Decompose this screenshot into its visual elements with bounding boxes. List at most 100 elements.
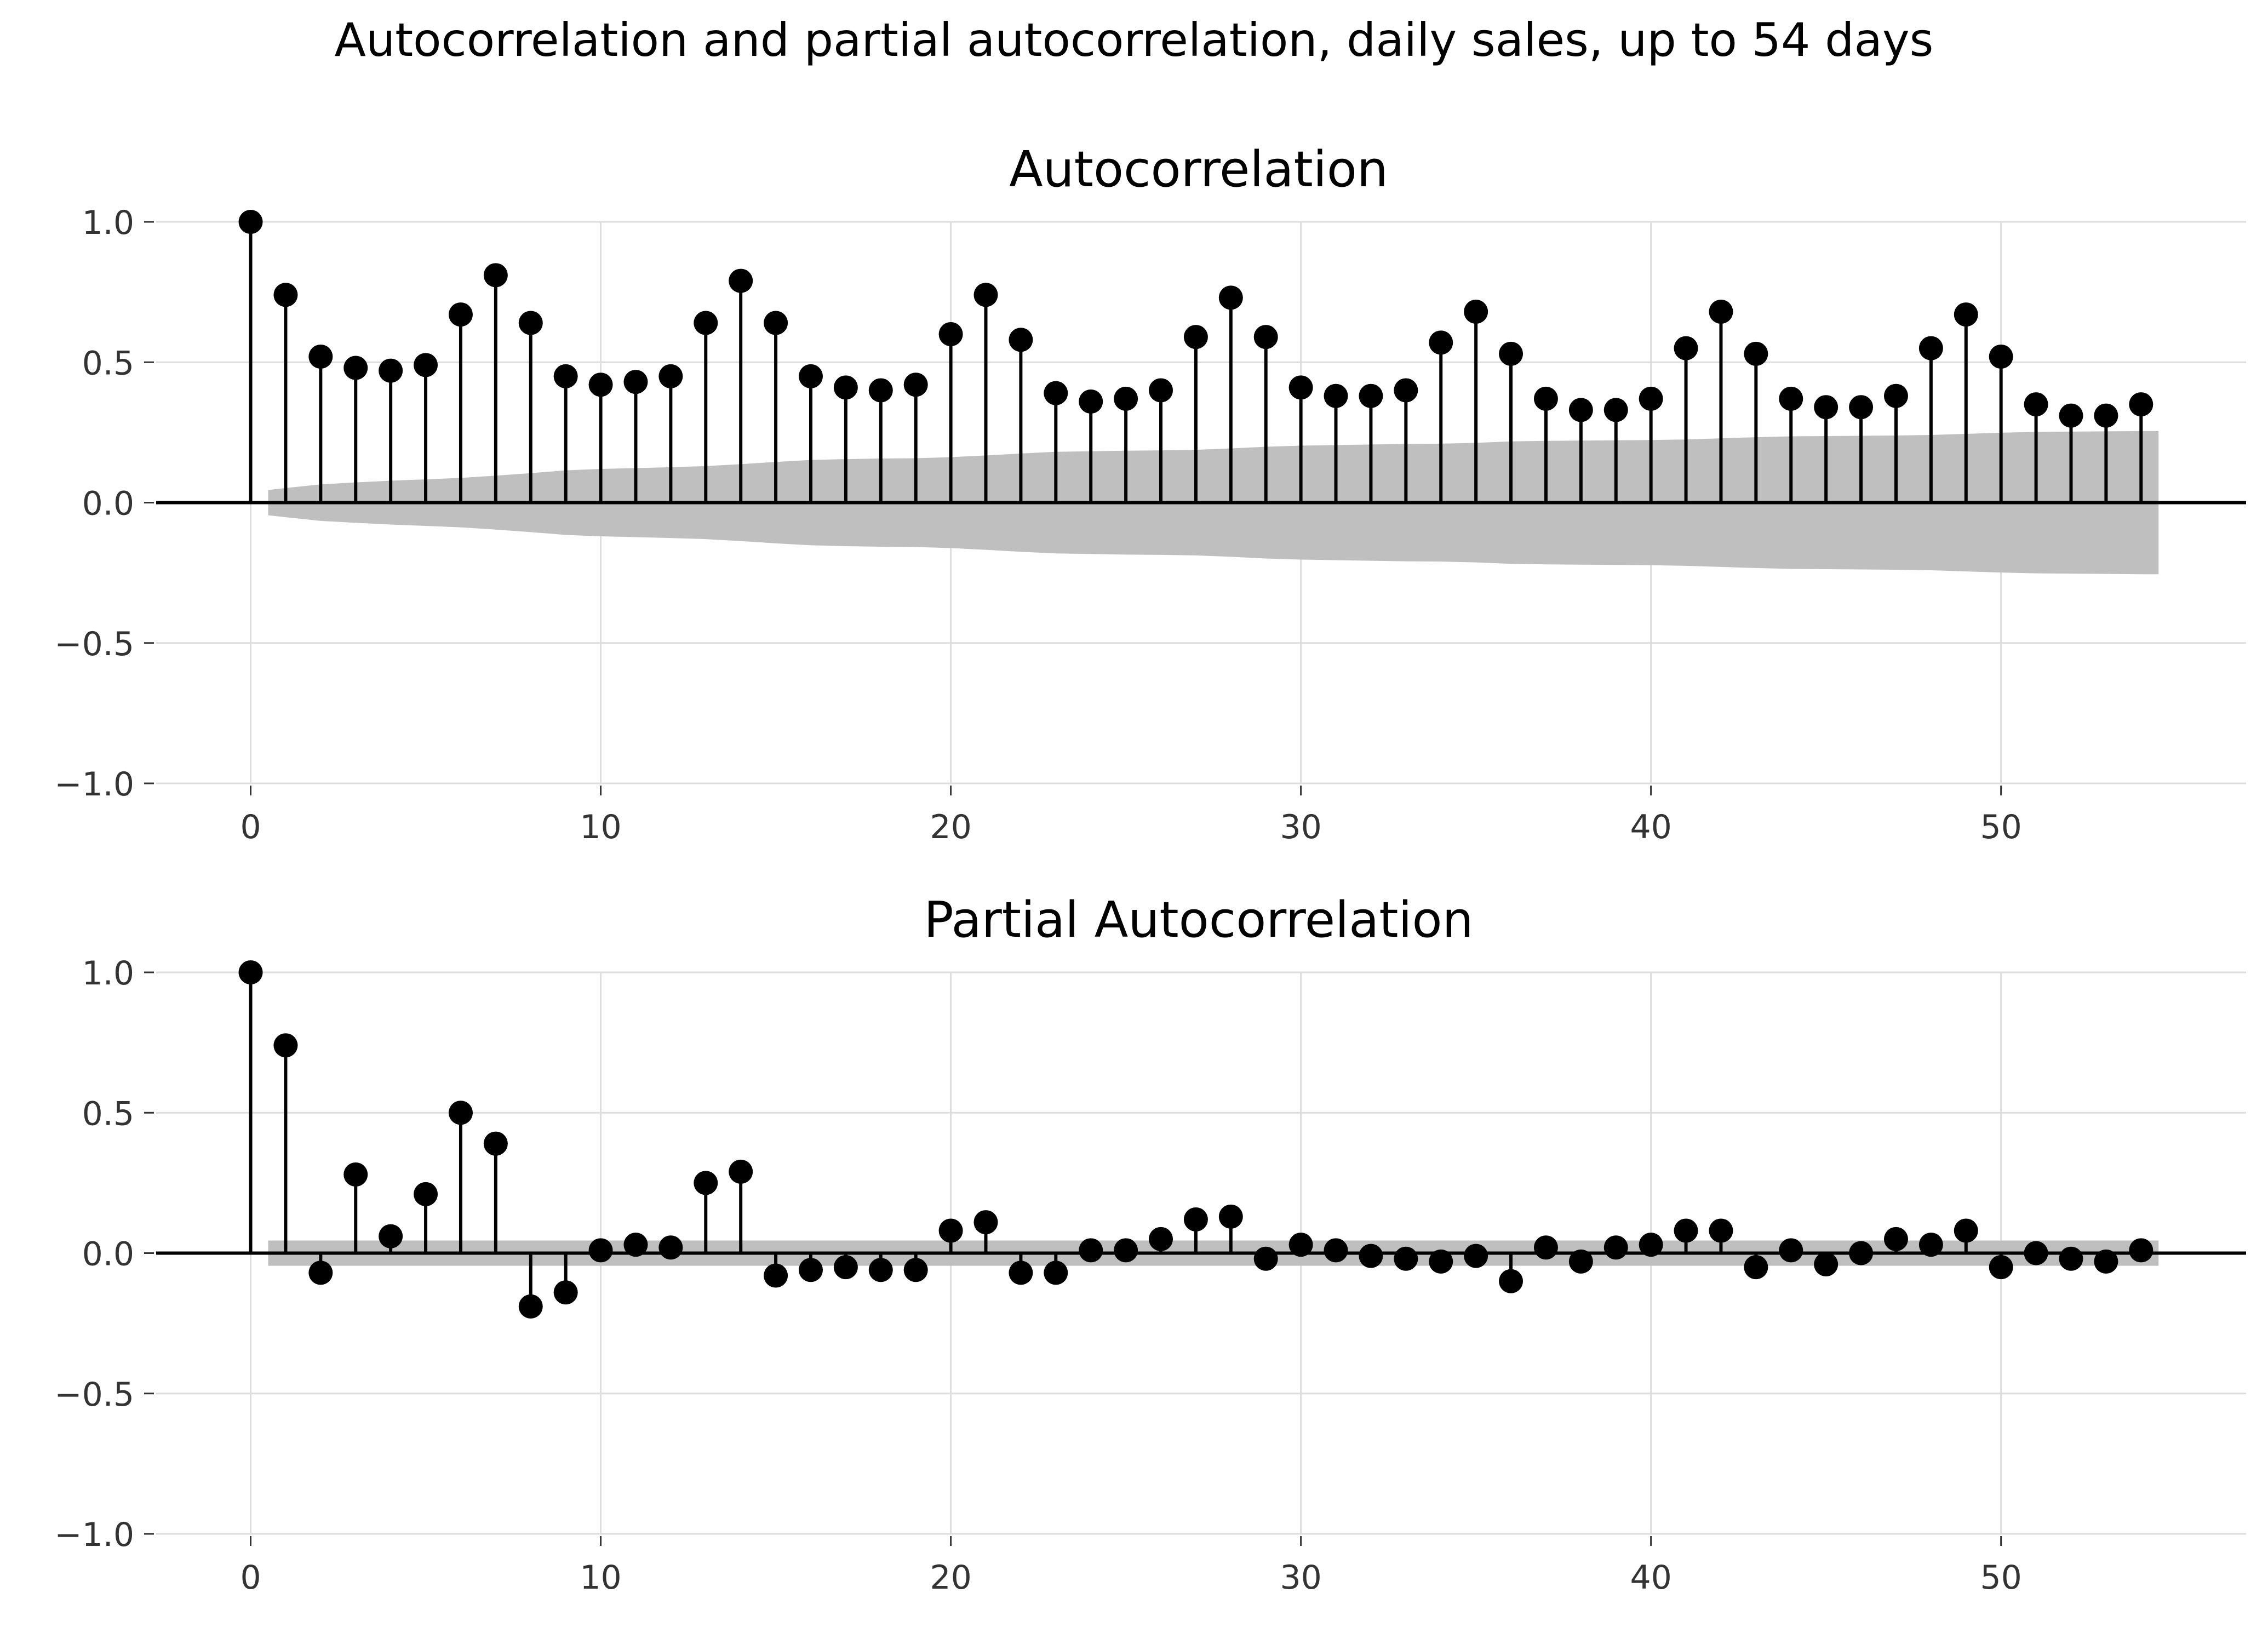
pacf-point-lag-11: [623, 1233, 648, 1257]
acf-point-lag-19: [903, 373, 928, 397]
acf-point-lag-36: [1499, 341, 1524, 366]
pacf-point-lag-0: [238, 960, 263, 984]
pacf-point-lag-30: [1288, 1233, 1313, 1257]
acf-point-lag-13: [694, 311, 718, 335]
pacf-point-lag-18: [868, 1258, 893, 1282]
pacf-point-lag-16: [798, 1258, 823, 1282]
pacf-xtick-label: 10: [580, 1559, 621, 1597]
acf-point-lag-5: [414, 353, 438, 377]
acf-point-lag-46: [1849, 395, 1874, 420]
acf-point-lag-26: [1149, 378, 1173, 403]
acf-point-lag-37: [1533, 386, 1558, 411]
pacf-point-lag-28: [1218, 1204, 1243, 1229]
acf-xtick-label: 50: [1980, 808, 2022, 846]
pacf-point-lag-36: [1499, 1269, 1524, 1293]
pacf-xtick-label: 50: [1980, 1559, 2022, 1597]
acf-ytick-label: 1.0: [82, 204, 134, 242]
acf-point-lag-17: [833, 375, 858, 400]
pacf-x-tick-labels: 0 10 20 30 40 50: [240, 1536, 2022, 1597]
acf-point-lag-52: [2059, 403, 2083, 428]
acf-point-lag-9: [553, 364, 578, 388]
acf-point-lag-25: [1114, 386, 1138, 411]
acf-point-lag-21: [973, 283, 998, 307]
pacf-point-lag-9: [553, 1280, 578, 1305]
pacf-point-lag-8: [518, 1294, 543, 1319]
pacf-panel: Partial Autocorrelation 1.0 0.5 0.0 −0.5 −1.…: [54, 891, 2246, 1597]
pacf-point-lag-43: [1744, 1255, 1768, 1280]
acf-point-lag-11: [623, 370, 648, 394]
acf-xtick-label: 30: [1280, 808, 1321, 846]
pacf-point-lag-44: [1779, 1238, 1803, 1263]
pacf-point-lag-1: [273, 1033, 298, 1058]
pacf-point-lag-54: [2129, 1238, 2154, 1263]
acf-point-lag-38: [1568, 398, 1593, 422]
pacf-y-tick-labels: 1.0 0.5 0.0 −0.5 −1.0: [54, 954, 154, 1554]
pacf-point-lag-45: [1814, 1252, 1839, 1276]
acf-point-lag-29: [1253, 325, 1278, 350]
pacf-ytick-label: −1.0: [54, 1516, 134, 1554]
acf-panel: Autocorrelation 1.0 0.5 0.0 −0.5 −1.0 0 10 20 3…: [54, 141, 2246, 846]
pacf-point-lag-19: [903, 1258, 928, 1282]
pacf-xtick-label: 40: [1630, 1559, 1671, 1597]
acf-x-tick-labels: 0 10 20 30 40 50: [240, 786, 2022, 846]
pacf-point-lag-52: [2059, 1246, 2083, 1271]
acf-point-lag-30: [1288, 375, 1313, 400]
acf-xtick-label: 0: [240, 808, 261, 846]
pacf-point-lag-7: [483, 1131, 508, 1156]
acf-point-lag-40: [1639, 386, 1663, 411]
pacf-point-lag-46: [1849, 1241, 1874, 1265]
pacf-ytick-label: 0.5: [82, 1095, 134, 1133]
pacf-point-lag-5: [414, 1182, 438, 1206]
pacf-point-lag-47: [1883, 1227, 1908, 1251]
acf-point-lag-31: [1324, 383, 1348, 408]
acf-point-lag-23: [1044, 381, 1068, 405]
pacf-point-lag-23: [1044, 1261, 1068, 1285]
pacf-point-lag-6: [448, 1101, 473, 1125]
acf-point-lag-53: [2094, 403, 2118, 428]
acf-point-lag-47: [1883, 383, 1908, 408]
pacf-xtick-label: 20: [930, 1559, 971, 1597]
acf-xtick-label: 10: [580, 808, 621, 846]
pacf-point-lag-17: [833, 1255, 858, 1280]
pacf-point-lag-51: [2024, 1241, 2048, 1265]
pacf-point-lag-14: [729, 1159, 753, 1184]
pacf-point-lag-53: [2094, 1249, 2118, 1274]
figure-suptitle: Autocorrelation and partial autocorrelat…: [335, 13, 1934, 67]
acf-point-lag-28: [1218, 285, 1243, 310]
acf-point-lag-51: [2024, 392, 2048, 417]
acf-point-lag-6: [448, 302, 473, 327]
pacf-point-lag-26: [1149, 1227, 1173, 1251]
pacf-point-lag-37: [1533, 1235, 1558, 1260]
acf-point-lag-35: [1464, 300, 1488, 324]
acf-point-lag-45: [1814, 395, 1839, 420]
acf-xtick-label: 40: [1630, 808, 1671, 846]
acf-point-lag-3: [343, 356, 368, 380]
pacf-point-lag-31: [1324, 1238, 1348, 1263]
pacf-point-lag-35: [1464, 1244, 1488, 1268]
pacf-xtick-label: 30: [1280, 1559, 1321, 1597]
pacf-ytick-label: −0.5: [54, 1376, 134, 1414]
acf-point-lag-39: [1603, 398, 1628, 422]
pacf-point-lag-38: [1568, 1249, 1593, 1274]
pacf-point-lag-20: [938, 1218, 963, 1243]
acf-point-lag-54: [2129, 392, 2154, 417]
acf-ytick-label: 0.5: [82, 344, 134, 382]
pacf-title: Partial Autocorrelation: [924, 891, 1473, 949]
acf-stems: [238, 210, 2154, 503]
pacf-point-lag-12: [658, 1235, 683, 1260]
pacf-ytick-label: 0.0: [82, 1235, 134, 1274]
acf-point-lag-43: [1744, 341, 1768, 366]
acf-xtick-label: 20: [930, 808, 971, 846]
acf-point-lag-32: [1359, 383, 1383, 408]
acf-point-lag-18: [868, 378, 893, 403]
acf-point-lag-44: [1779, 386, 1803, 411]
acf-point-lag-20: [938, 322, 963, 346]
acf-point-lag-14: [729, 268, 753, 293]
pacf-point-lag-33: [1394, 1246, 1418, 1271]
acf-point-lag-0: [238, 210, 263, 234]
pacf-point-lag-22: [1009, 1261, 1033, 1285]
pacf-point-lag-4: [379, 1224, 403, 1248]
acf-point-lag-2: [308, 345, 333, 369]
acf-title: Autocorrelation: [1009, 141, 1388, 198]
